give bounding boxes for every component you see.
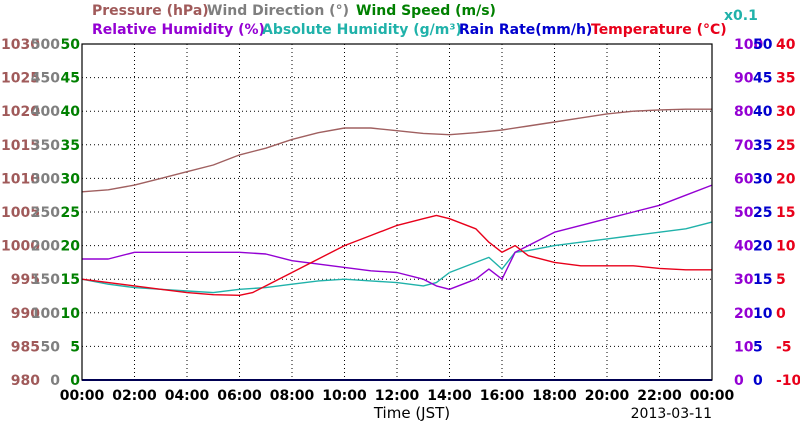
tick-label-pressure: 980 xyxy=(11,373,40,389)
tick-label-pressure: 990 xyxy=(11,306,40,322)
tick-label-time: 16:00 xyxy=(480,388,525,404)
tick-label-time: 12:00 xyxy=(375,388,420,404)
tick-label-relative-humidity: 70 xyxy=(734,138,754,154)
tick-label-time: 10:00 xyxy=(322,388,367,404)
tick-label-pressure: 995 xyxy=(11,272,40,288)
tick-label-time: 00:00 xyxy=(60,388,105,404)
tick-label-rain-rate: 40 xyxy=(753,104,773,120)
tick-label-relative-humidity: 100 xyxy=(734,37,763,53)
tick-label-wind-direction: 150 xyxy=(31,272,60,288)
tick-label-wind-speed: 10 xyxy=(61,306,81,322)
plot-frame xyxy=(81,43,713,381)
tick-label-wind-speed: 40 xyxy=(61,104,81,120)
tick-label-wind-direction: 200 xyxy=(31,239,60,255)
tick-label-temperature: 30 xyxy=(776,104,796,120)
tick-label-pressure: 1010 xyxy=(1,171,40,187)
series-absolute-humidity xyxy=(81,221,713,294)
tick-label-temperature: 35 xyxy=(776,71,795,87)
legend-wind-speed: Wind Speed (m/s) xyxy=(356,3,496,19)
tick-label-pressure: 985 xyxy=(11,339,40,355)
grid xyxy=(82,44,712,380)
tick-label-time: 20:00 xyxy=(585,388,630,404)
tick-label-wind-speed: 35 xyxy=(61,138,80,154)
tick-label-temperature: 20 xyxy=(776,171,796,187)
tick-label-rain-rate: 35 xyxy=(753,138,772,154)
tick-label-time: 22:00 xyxy=(637,388,682,404)
tick-label-rain-rate: 25 xyxy=(753,205,772,221)
legend-rain-scale: x0.1 xyxy=(724,8,758,24)
tick-label-wind-speed: 45 xyxy=(61,71,80,87)
tick-label-rain-rate: 5 xyxy=(753,339,763,355)
tick-label-relative-humidity: 30 xyxy=(734,272,754,288)
tick-label-time: 18:00 xyxy=(532,388,577,404)
tick-label-wind-direction: 350 xyxy=(31,138,60,154)
tick-label-wind-direction: 400 xyxy=(31,104,60,120)
tick-label-wind-direction: 450 xyxy=(31,71,60,87)
tick-label-temperature: -5 xyxy=(776,339,792,355)
tick-label-relative-humidity: 50 xyxy=(734,205,754,221)
series-relative-humidity xyxy=(82,184,713,290)
tick-label-pressure: 1025 xyxy=(1,71,40,87)
tick-label-wind-speed: 30 xyxy=(61,171,81,187)
tick-label-time: 08:00 xyxy=(270,388,315,404)
tick-label-wind-direction: 500 xyxy=(31,37,60,53)
tick-label-rain-rate: 0 xyxy=(753,373,763,389)
tick-label-relative-humidity: 20 xyxy=(734,306,754,322)
legend-temperature: Temperature (°C) xyxy=(591,22,727,38)
tick-label-temperature: -10 xyxy=(776,373,800,389)
tick-label-relative-humidity: 60 xyxy=(734,171,754,187)
tick-label-relative-humidity: 40 xyxy=(734,239,754,255)
tick-label-pressure: 1030 xyxy=(1,37,40,53)
tick-label-pressure: 1015 xyxy=(1,138,40,154)
tick-label-rain-rate: 10 xyxy=(753,306,773,322)
x-axis-label: Time (JST) xyxy=(373,404,450,422)
tick-label-wind-speed: 5 xyxy=(70,339,80,355)
tick-label-time: 02:00 xyxy=(112,388,157,404)
legend-absolute-humidity: Absolute Humidity (g/m³) xyxy=(262,22,462,38)
tick-label-pressure: 1000 xyxy=(1,239,40,255)
tick-label-temperature: 10 xyxy=(776,239,796,255)
series-temperature xyxy=(81,214,712,296)
tick-label-temperature: 5 xyxy=(776,272,786,288)
tick-label-time: 14:00 xyxy=(427,388,472,404)
tick-label-temperature: 40 xyxy=(776,37,796,53)
tick-label-rain-rate: 50 xyxy=(753,37,773,53)
tick-label-relative-humidity: 10 xyxy=(734,339,754,355)
axis-ticks: 9809859909951000100510101015102010251030… xyxy=(1,37,800,404)
series-pressure xyxy=(81,108,712,193)
tick-label-rain-rate: 45 xyxy=(753,71,772,87)
tick-label-wind-direction: 50 xyxy=(41,339,61,355)
legend-relative-humidity: Relative Humidity (%) xyxy=(92,22,265,38)
tick-label-temperature: 15 xyxy=(776,205,795,221)
tick-label-wind-speed: 15 xyxy=(61,272,80,288)
tick-label-wind-direction: 100 xyxy=(31,306,60,322)
tick-label-rain-rate: 15 xyxy=(753,272,772,288)
tick-label-wind-speed: 0 xyxy=(70,373,80,389)
tick-label-wind-direction: 250 xyxy=(31,205,60,221)
legend-pressure: Pressure (hPa) xyxy=(92,3,209,19)
tick-label-temperature: 25 xyxy=(776,138,795,154)
tick-label-time: 06:00 xyxy=(217,388,262,404)
legend-wind-direction: Wind Direction (°) xyxy=(207,3,349,19)
tick-label-pressure: 1005 xyxy=(1,205,40,221)
tick-label-relative-humidity: 0 xyxy=(734,373,744,389)
tick-label-time: 04:00 xyxy=(165,388,210,404)
tick-label-wind-direction: 0 xyxy=(50,373,60,389)
tick-label-wind-speed: 20 xyxy=(61,239,81,255)
tick-label-time: 00:00 xyxy=(690,388,735,404)
tick-label-wind-speed: 50 xyxy=(61,37,81,53)
tick-label-rain-rate: 30 xyxy=(753,171,773,187)
date-label: 2013-03-11 xyxy=(631,406,712,422)
tick-label-pressure: 1020 xyxy=(1,104,40,120)
tick-label-wind-direction: 300 xyxy=(31,171,60,187)
legend-rain-rate: Rain Rate(mm/h) xyxy=(459,22,592,38)
tick-label-rain-rate: 20 xyxy=(753,239,773,255)
tick-label-wind-speed: 25 xyxy=(61,205,80,221)
tick-label-relative-humidity: 80 xyxy=(734,104,754,120)
tick-label-temperature: 0 xyxy=(776,306,786,322)
tick-label-relative-humidity: 90 xyxy=(734,71,754,87)
